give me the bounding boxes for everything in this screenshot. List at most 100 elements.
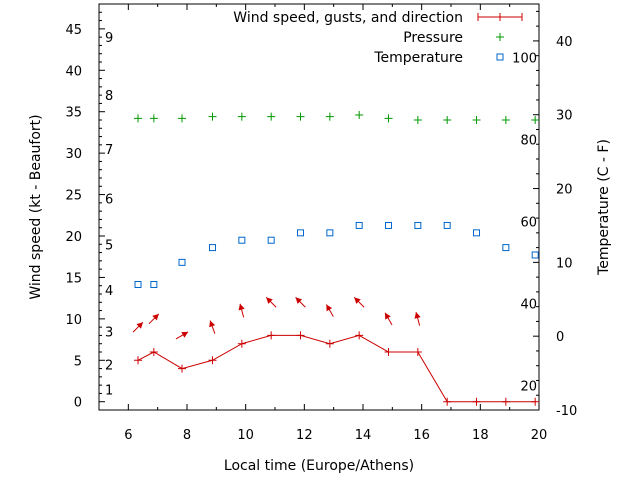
temperature-point (414, 221, 422, 229)
temperature-point (150, 281, 158, 289)
temperature-point (209, 244, 217, 252)
beaufort-label: 2 (105, 358, 113, 373)
y-axis-left: 0 5 10 15 20 25 30 35 40 45 (65, 11, 105, 411)
wind-arrow-head (414, 312, 421, 319)
temperature-point (355, 221, 363, 229)
temperature-point (502, 244, 510, 252)
wind-arrow-head (181, 331, 189, 338)
pressure-point (178, 114, 187, 123)
x-axis: 6 8 10 12 14 16 18 20 (98, 4, 548, 443)
beaufort-label: 6 (105, 193, 113, 208)
wind-speed-point (149, 348, 158, 356)
wind-direction-arrow (238, 303, 245, 318)
wind-speed-point (178, 364, 187, 373)
fahrenheit-label: 40 (520, 297, 537, 312)
wind-speed-point (134, 356, 143, 365)
legend-temperature-swatch (496, 53, 504, 61)
wind-speed-point (355, 331, 364, 340)
pressure-point (325, 112, 334, 121)
x-tick-label: 8 (183, 428, 191, 443)
beaufort-label: 7 (105, 143, 113, 158)
beaufort-label: 9 (105, 31, 113, 46)
fahrenheit-label: 20 (520, 379, 537, 394)
y-tick-label: 30 (65, 147, 82, 162)
wind-arrow-head (209, 320, 216, 328)
y2-tick-label: 30 (556, 109, 573, 124)
plot-frame (98, 3, 540, 411)
temperature-point (178, 258, 186, 266)
wind-arrow-head (152, 313, 159, 321)
wind-speed-point (296, 331, 305, 340)
pressure-point (413, 116, 422, 124)
pressure-point (149, 114, 158, 123)
wind-arrow-head (136, 322, 143, 329)
legend-wind-label: Wind speed, gusts, and direction (233, 10, 463, 26)
temperature-point (531, 251, 539, 259)
wind-direction-arrow (265, 296, 277, 308)
y-tick-label: 15 (65, 271, 82, 286)
pressure-point (267, 112, 276, 121)
y2-tick-label: 10 (556, 256, 573, 271)
x-tick-label: 18 (472, 428, 489, 443)
pressure-point (384, 114, 393, 123)
y-axis-label: Wind speed (kt - Beaufort) (28, 114, 44, 299)
beaufort-label: 8 (105, 89, 113, 104)
wind-speed-point (501, 397, 510, 406)
pressure-point (134, 114, 143, 123)
wind-speed-line (137, 334, 536, 403)
y-tick-label: 40 (65, 64, 82, 79)
wind-speed-point (443, 397, 452, 406)
legend: Wind speed, gusts, and direction Pressur… (233, 10, 523, 66)
wind-speed-point (237, 339, 246, 348)
y-tick-label: 25 (65, 189, 82, 204)
pressure-point (531, 116, 540, 124)
legend-pressure-label: Pressure (403, 30, 463, 46)
temperature-point (267, 236, 275, 244)
pressure-point (296, 112, 305, 121)
temperature-point (443, 221, 451, 229)
beaufort-label: 1 (105, 383, 113, 398)
x-tick-label: 12 (296, 428, 313, 443)
wind-arrow-head (266, 297, 273, 304)
x-axis-label: Local time (Europe/Athens) (224, 458, 414, 474)
pressure-point (501, 116, 510, 124)
temperature-point (385, 221, 393, 229)
fahrenheit-label: 80 (520, 133, 537, 148)
wind-speed-point (384, 348, 393, 356)
fahrenheit-label: 60 (520, 215, 537, 230)
y-tick-label: 20 (65, 230, 82, 245)
wind-speed-point (472, 397, 481, 406)
wind-direction-arrow (209, 320, 216, 334)
temperature-point (297, 229, 305, 237)
wind-direction-arrow (148, 313, 160, 325)
y-tick-label: 5 (74, 354, 82, 369)
wind-speed-point (325, 339, 334, 348)
wind-speed-point (413, 348, 422, 356)
wind-speed-point (208, 356, 217, 365)
pressure-point (443, 116, 452, 124)
y-tick-label: 0 (74, 396, 82, 411)
x-tick-label: 16 (413, 428, 430, 443)
pressure-point (237, 112, 246, 121)
wind-arrow-head (354, 297, 361, 304)
wind-arrow-head (326, 304, 333, 312)
beaufort-label: 3 (105, 325, 113, 340)
y2-tick-label: 0 (556, 330, 564, 345)
y2-tick-label: -10 (556, 404, 577, 419)
series-layer (132, 111, 540, 406)
y-tick-label: 35 (65, 106, 82, 121)
wind-direction-arrow (414, 311, 421, 326)
y2-tick-label: 20 (556, 183, 573, 198)
temperature-point (326, 229, 334, 237)
y-axis-right: -10 0 10 20 30 40 (533, 10, 577, 419)
x-tick-label: 20 (531, 428, 548, 443)
wind-direction-arrow (325, 304, 334, 317)
wind-speed-point (531, 397, 540, 406)
temperature-point (473, 229, 481, 237)
y-tick-label: 45 (65, 23, 82, 38)
x-tick-label: 10 (237, 428, 254, 443)
x-tick-label: 14 (355, 428, 372, 443)
pressure-point (472, 116, 481, 124)
wind-arrow-head (238, 303, 245, 311)
